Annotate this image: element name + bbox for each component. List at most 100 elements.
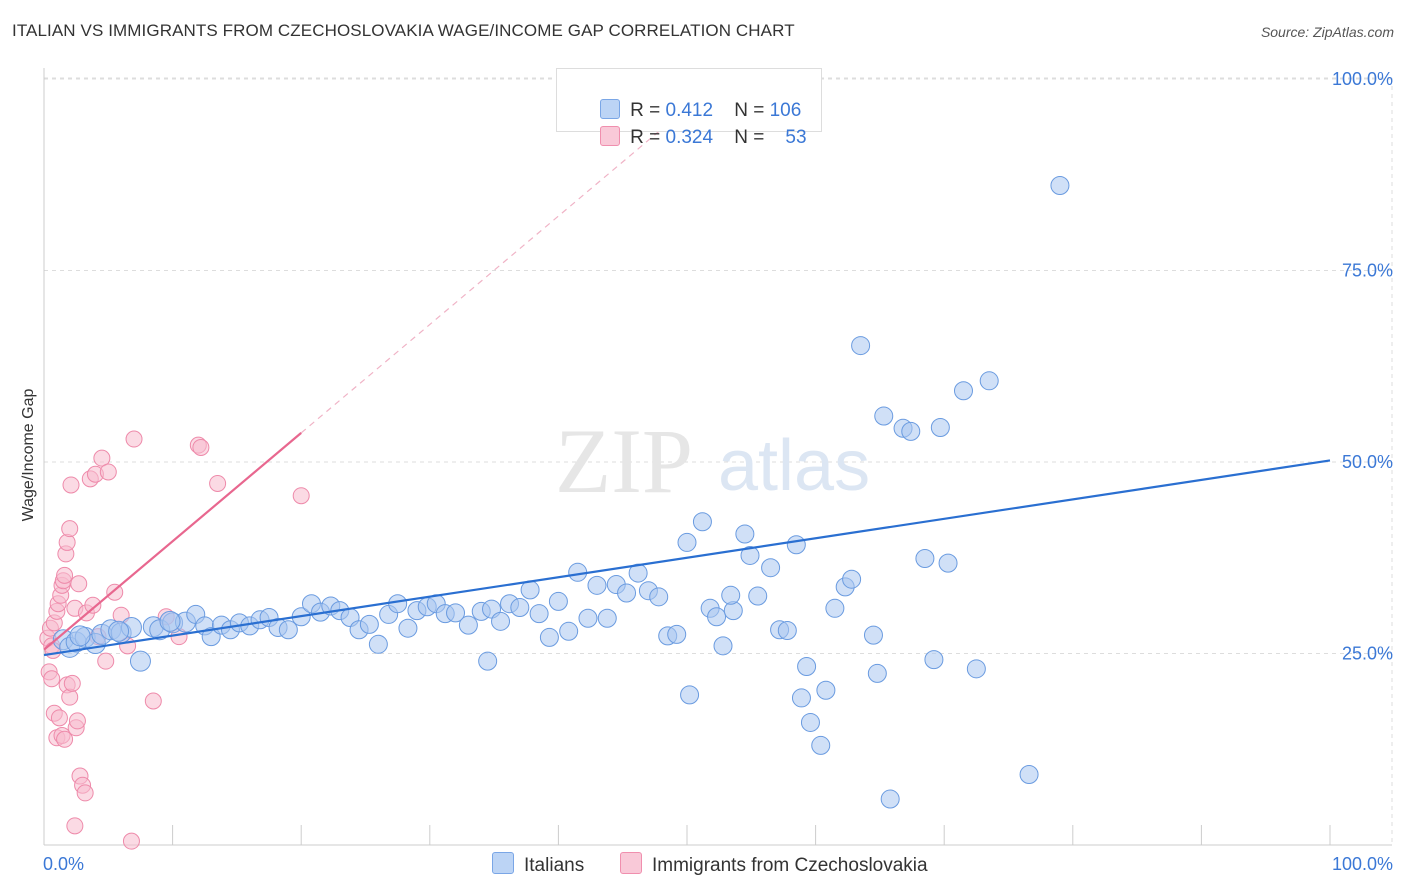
czech-point (56, 566, 74, 584)
italian-point (491, 611, 511, 631)
italian-point (721, 585, 741, 605)
czech-point (292, 487, 310, 505)
italian-point (368, 634, 388, 654)
italian-point (587, 575, 607, 595)
italian-point (915, 549, 935, 569)
italian-point (713, 636, 733, 656)
italian-point (597, 608, 617, 628)
italian-point (677, 532, 697, 552)
stats-legend: R = 0.412 N = 106 R = 0.324 N = 53 (556, 68, 822, 148)
italian-point (478, 651, 498, 671)
italian-point (863, 625, 883, 645)
czech-point (192, 438, 210, 456)
italian-point (930, 418, 950, 438)
italian-point (510, 598, 530, 618)
italian-point (548, 591, 568, 611)
italians-trendline (43, 459, 1331, 657)
tick-labels: 25.0% 50.0% 75.0% 100.0% 0.0% 100.0% (43, 69, 1393, 874)
czech-point (68, 712, 86, 730)
italian-point (867, 663, 887, 683)
axes (43, 68, 1392, 846)
czech-point (61, 688, 79, 706)
italian-point (800, 712, 820, 732)
legend-italians: Italians (492, 852, 584, 877)
legend-n-value: 53 (785, 127, 807, 148)
italian-point (953, 381, 973, 401)
legend-r-label: R = (630, 127, 661, 148)
blue-swatch-icon (600, 99, 621, 119)
italian-point (108, 620, 130, 642)
czech-point (99, 463, 117, 481)
italian-point (748, 586, 768, 606)
italian-point (735, 524, 755, 544)
italian-point (359, 614, 379, 634)
legend-czech-label: Immigrants from Czechoslovakia (652, 855, 928, 876)
czech-point (125, 430, 143, 448)
trendlines (43, 74, 1331, 657)
y-tick-label: 50.0% (1342, 452, 1393, 472)
italian-point (520, 580, 540, 600)
y-axis-label: Wage/Income Gap (20, 389, 37, 522)
czech-point (76, 784, 94, 802)
czech-point (84, 596, 102, 614)
italian-point (1050, 175, 1070, 195)
watermark-atlas: atlas (718, 426, 870, 506)
italian-point (761, 558, 781, 578)
italian-point (966, 659, 986, 679)
italian-points (52, 175, 1070, 809)
italian-point (446, 603, 466, 623)
y-tick-label: 25.0% (1342, 644, 1393, 664)
legend-n-label: N = (734, 100, 765, 121)
italian-point (797, 657, 817, 677)
legend-row-czech: R = 0.324 N = 53 (579, 104, 807, 148)
italian-point (786, 535, 806, 555)
czech-point (61, 520, 79, 538)
italian-point (825, 598, 845, 618)
italian-point (559, 621, 579, 641)
legend-row-italians: R = 0.412 N = 106 (579, 77, 801, 121)
czech-point (106, 583, 124, 601)
italian-point (938, 553, 958, 573)
legend-r-label: R = (630, 100, 661, 121)
italian-point (816, 680, 836, 700)
italian-point (529, 604, 549, 624)
italian-point (842, 569, 862, 589)
italian-point (539, 627, 559, 647)
legend-r-value: 0.412 (665, 100, 714, 121)
italian-point (388, 594, 408, 614)
italian-point (791, 688, 811, 708)
chart-title: ITALIAN VS IMMIGRANTS FROM CZECHOSLOVAKI… (12, 21, 795, 40)
y-tick-label: 75.0% (1342, 261, 1393, 281)
legend-czech: Immigrants from Czechoslovakia (620, 852, 928, 877)
czech-trendline-extension (300, 74, 726, 434)
czech-trendline (43, 432, 302, 651)
italian-point (667, 624, 687, 644)
source-credit: Source: ZipAtlas.com (1260, 24, 1394, 40)
czech-point (93, 449, 111, 467)
italian-point (617, 583, 637, 603)
czech-point (62, 476, 80, 494)
y-tick-label: 100.0% (1332, 69, 1393, 89)
italian-point (159, 610, 181, 632)
italian-point (458, 615, 478, 635)
czech-point (97, 652, 115, 670)
legend-r-value: 0.324 (665, 127, 714, 148)
italian-point (578, 608, 598, 628)
italian-point (1019, 765, 1039, 785)
italian-point (707, 607, 727, 627)
italian-point (901, 421, 921, 441)
italian-point (692, 512, 712, 532)
pink-swatch-icon (620, 852, 642, 874)
czech-point (63, 674, 81, 692)
x-tick-label: 100.0% (1332, 854, 1393, 874)
legend-n-value: 106 (769, 100, 802, 121)
italian-point (129, 650, 151, 672)
italian-point (777, 621, 797, 641)
italian-point (740, 545, 760, 565)
italian-point (811, 735, 831, 755)
czech-point (66, 817, 84, 835)
italian-point (649, 587, 669, 607)
czech-point (144, 692, 162, 710)
czech-point (122, 832, 140, 850)
italian-point (680, 685, 700, 705)
